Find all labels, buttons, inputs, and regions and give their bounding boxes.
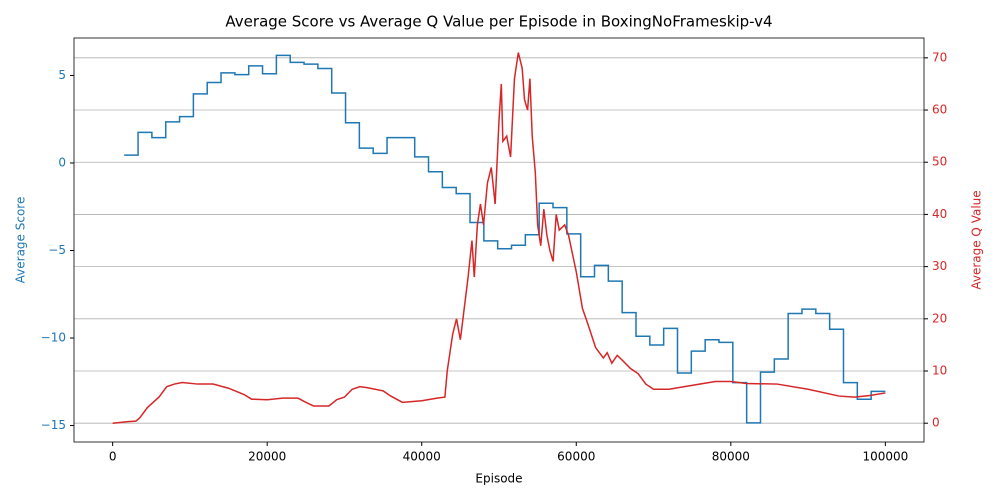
y2-tick-label: 20 xyxy=(932,311,947,325)
chart-title: Average Score vs Average Q Value per Epi… xyxy=(225,13,772,31)
y-tick-label: 0 xyxy=(58,155,66,169)
series-line xyxy=(112,52,886,424)
y2-tick-label: 10 xyxy=(932,364,947,378)
y2-tick-label: 0 xyxy=(932,416,940,430)
series-line xyxy=(124,54,886,424)
y2-tick-label: 40 xyxy=(932,207,947,221)
x-tick-label: 80000 xyxy=(712,450,750,464)
y2-axis-label: Average Q Value xyxy=(970,190,984,289)
y2-tick-label: 60 xyxy=(932,103,947,117)
y-tick-label: −5 xyxy=(48,243,66,257)
y-tick-label: 5 xyxy=(58,68,66,82)
x-tick-label: 60000 xyxy=(557,450,595,464)
x-axis-label: Episode xyxy=(475,472,522,486)
y-tick-label: −15 xyxy=(41,418,66,432)
x-tick-label: 20000 xyxy=(248,450,286,464)
x-tick-label: 100000 xyxy=(862,450,908,464)
y2-tick-label: 30 xyxy=(932,259,947,273)
x-tick-label: 40000 xyxy=(403,450,441,464)
y-axis-label: Average Score xyxy=(14,197,28,284)
y2-tick-label: 50 xyxy=(932,155,947,169)
x-tick-label: 0 xyxy=(109,450,117,464)
y-tick-label: −10 xyxy=(41,331,66,345)
y2-tick-label: 70 xyxy=(932,50,947,64)
plot-frame xyxy=(73,37,925,443)
